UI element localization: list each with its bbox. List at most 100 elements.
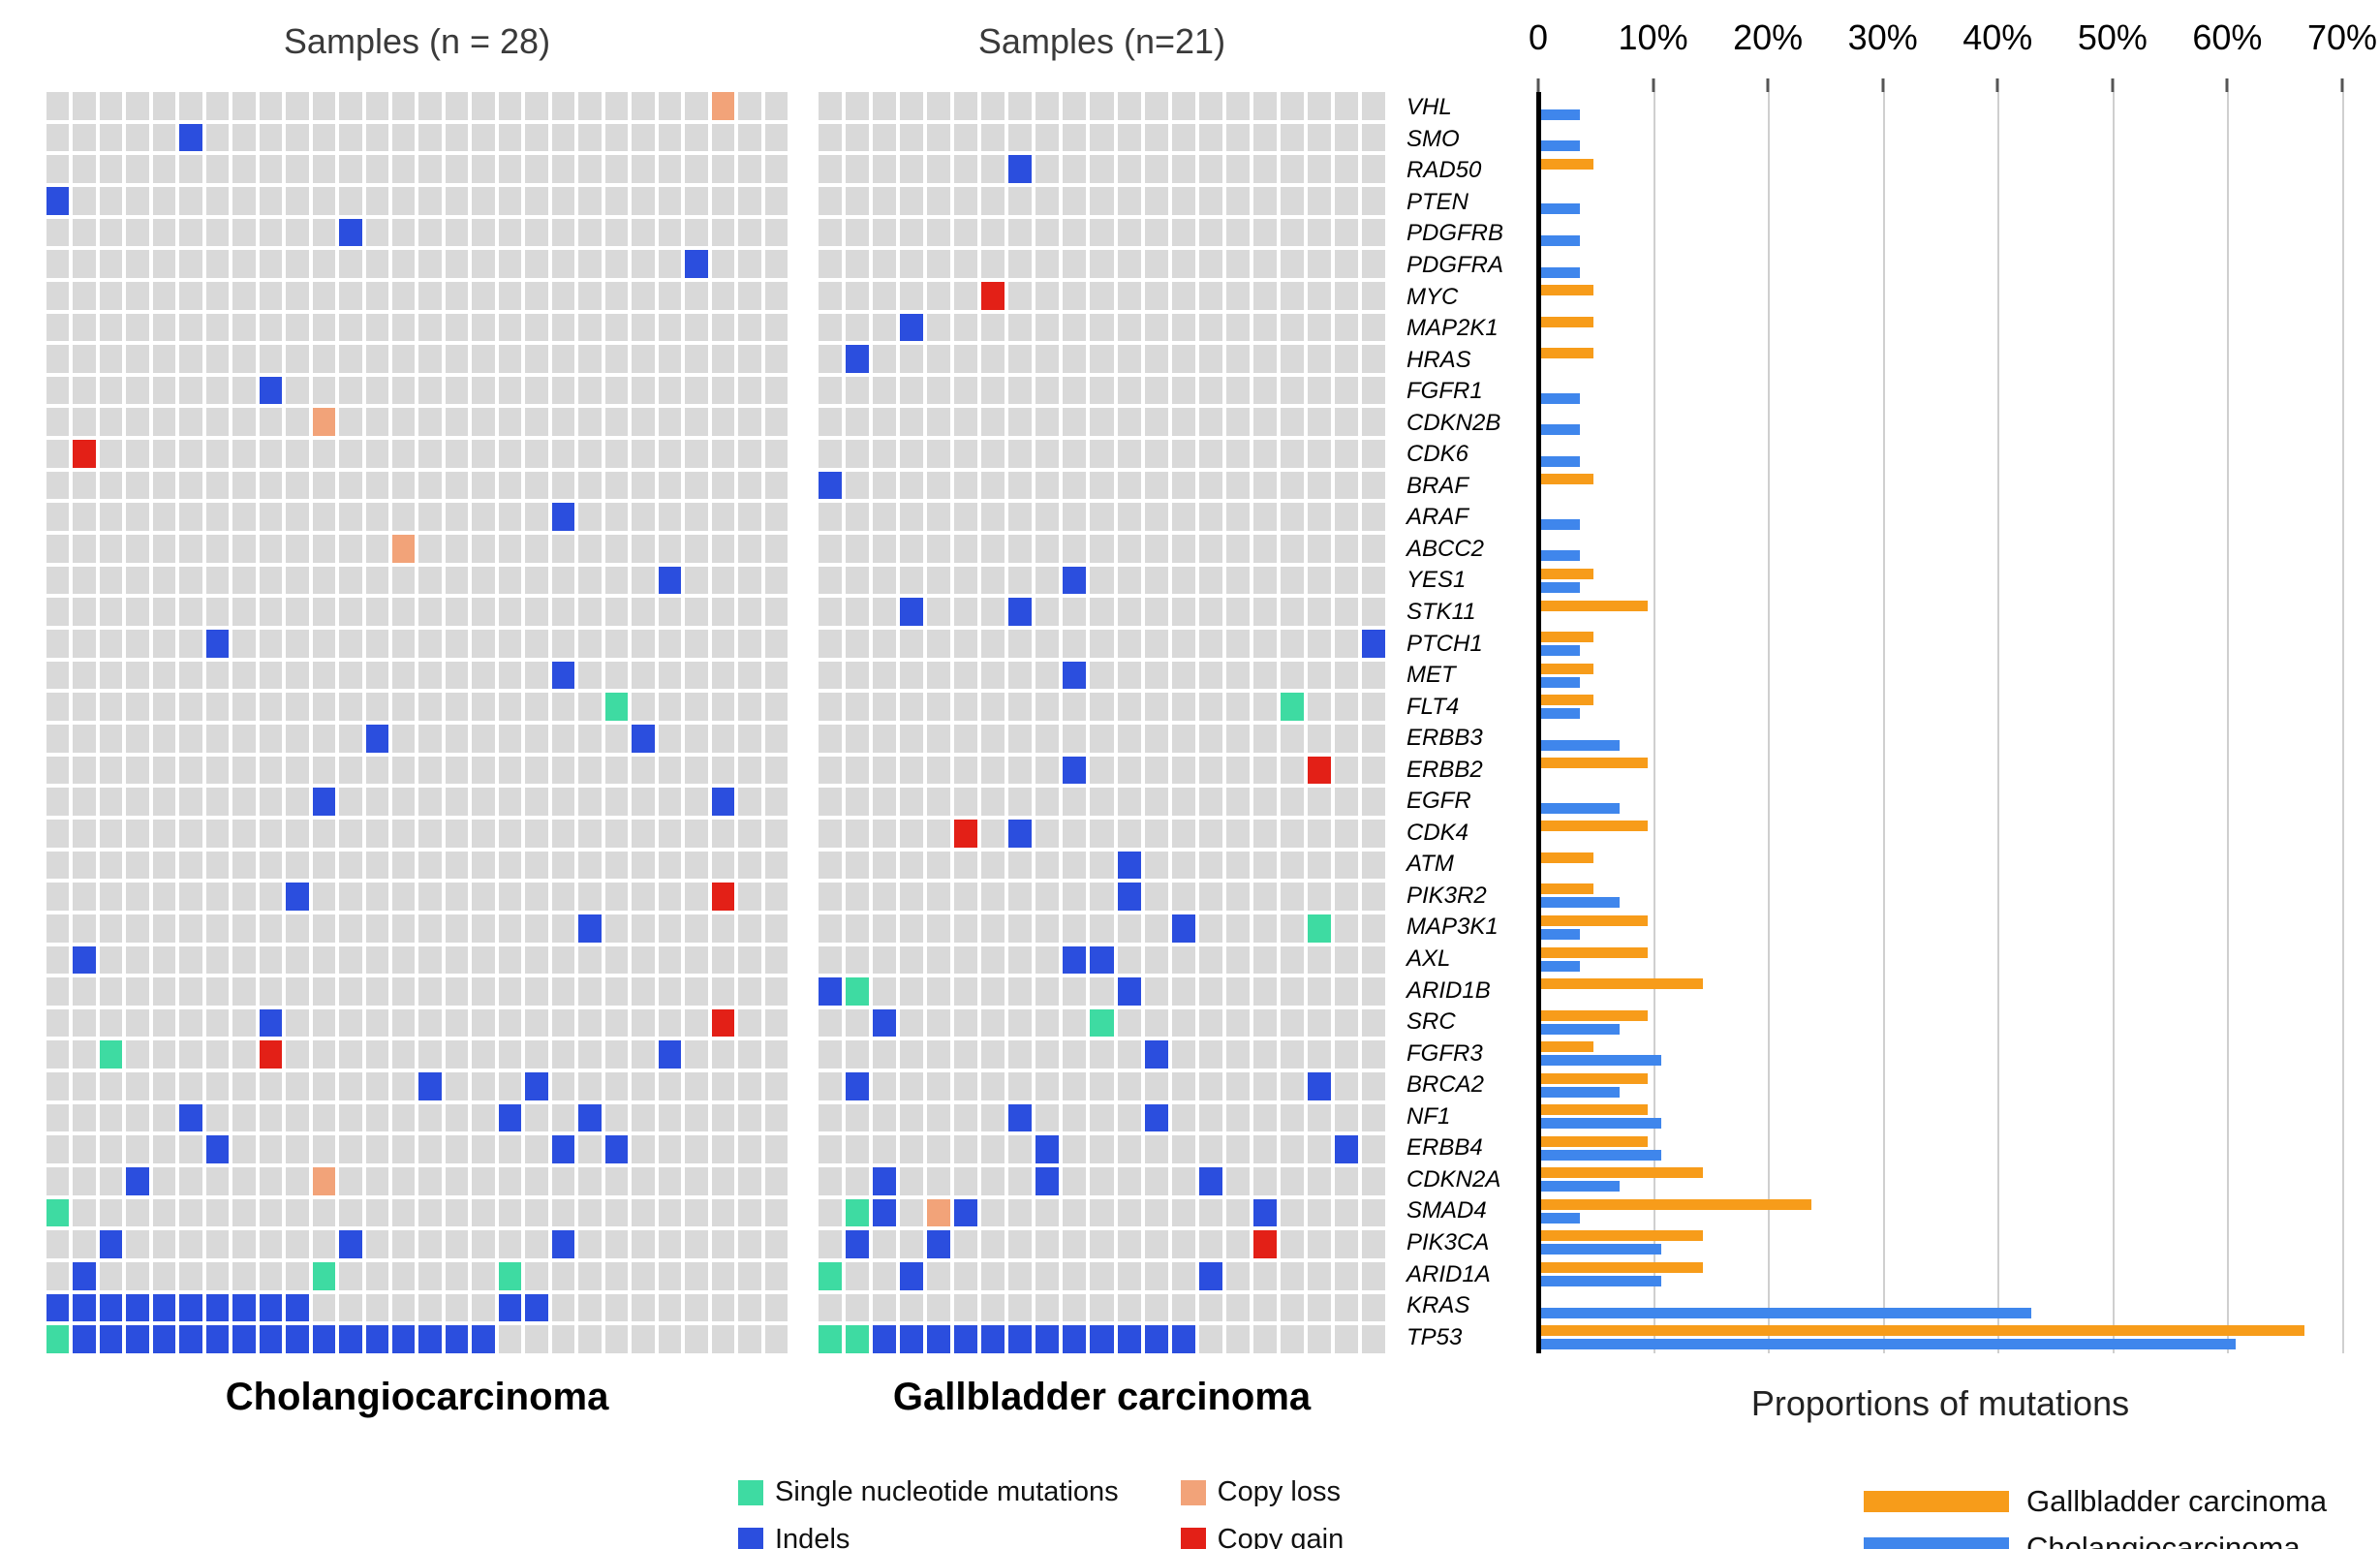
sample-cell bbox=[445, 661, 469, 690]
sample-cell bbox=[1117, 945, 1141, 975]
sample-cell bbox=[604, 123, 629, 152]
sample-cell bbox=[179, 883, 202, 911]
sample-cell bbox=[312, 1230, 336, 1259]
sample-cell bbox=[179, 186, 202, 215]
sample-cell bbox=[286, 345, 309, 373]
bar-chart-plot-area bbox=[1536, 92, 2344, 1353]
sample-cell bbox=[658, 376, 682, 405]
sample-cell bbox=[764, 724, 788, 753]
sample-cell bbox=[1117, 92, 1141, 120]
sample-cell bbox=[392, 661, 416, 690]
sample-cell bbox=[738, 535, 761, 563]
sample-cell bbox=[1035, 598, 1060, 627]
sample-cell bbox=[1171, 661, 1195, 690]
sample-cell bbox=[738, 883, 761, 911]
sample-cell bbox=[445, 598, 469, 627]
sample-cell bbox=[1225, 313, 1250, 342]
mutation-cell-snv bbox=[99, 1040, 123, 1069]
sample-cell bbox=[99, 155, 123, 183]
sample-cell bbox=[846, 851, 870, 880]
sample-cell bbox=[604, 1198, 629, 1227]
x-tick-mark bbox=[1766, 78, 1770, 92]
sample-cell bbox=[392, 630, 416, 658]
sample-cell bbox=[764, 914, 788, 943]
mutation-cell-indel bbox=[900, 1325, 924, 1353]
sample-cell bbox=[498, 977, 522, 1006]
sample-cell bbox=[873, 1135, 897, 1164]
mutation-cell-snv bbox=[819, 1262, 843, 1290]
sample-cell bbox=[954, 661, 978, 690]
sample-cell bbox=[46, 503, 70, 532]
sample-cell bbox=[126, 883, 149, 911]
sample-cell bbox=[525, 977, 548, 1006]
sample-cell bbox=[1225, 1198, 1250, 1227]
sample-cell bbox=[1334, 535, 1358, 563]
sample-cell bbox=[1334, 1040, 1358, 1069]
sample-cell bbox=[152, 92, 176, 120]
sample-cell bbox=[1280, 566, 1304, 595]
sample-cell bbox=[632, 250, 655, 278]
sample-cell bbox=[578, 92, 602, 120]
sample-cell bbox=[472, 1198, 495, 1227]
sample-cell bbox=[339, 693, 362, 721]
sample-cell bbox=[604, 914, 629, 943]
sample-cell bbox=[1361, 1072, 1385, 1100]
sample-cell bbox=[927, 756, 951, 785]
bar-cholangiocarcinoma bbox=[1538, 1023, 1621, 1035]
sample-cell bbox=[551, 598, 575, 627]
sample-cell bbox=[1361, 535, 1385, 563]
sample-cell bbox=[873, 440, 897, 468]
bar-row bbox=[1538, 1321, 2342, 1353]
sample-cell bbox=[981, 218, 1005, 247]
sample-cell bbox=[498, 1325, 522, 1353]
sample-cell bbox=[525, 693, 548, 721]
sample-cell bbox=[1361, 92, 1385, 120]
sample-cell bbox=[711, 1230, 735, 1259]
sample-cell bbox=[578, 598, 602, 627]
mutation-cell-gain bbox=[954, 819, 978, 848]
sample-cell bbox=[954, 945, 978, 975]
sample-cell bbox=[445, 724, 469, 753]
sample-cell bbox=[259, 440, 283, 468]
sample-cell bbox=[1171, 440, 1195, 468]
sample-cell bbox=[1144, 724, 1168, 753]
gene-label: SMO bbox=[1406, 125, 1460, 152]
mutation-cell-indel bbox=[126, 1325, 149, 1353]
sample-cell bbox=[1063, 1103, 1087, 1132]
sample-cell bbox=[1307, 1262, 1331, 1290]
sample-cell bbox=[312, 1008, 336, 1038]
sample-cell bbox=[1361, 945, 1385, 975]
mutation-cell-indel bbox=[339, 1325, 362, 1353]
sample-cell bbox=[685, 724, 708, 753]
sample-cell bbox=[658, 408, 682, 437]
sample-cell bbox=[1090, 440, 1114, 468]
sample-cell bbox=[126, 376, 149, 405]
sample-cell bbox=[1063, 155, 1087, 183]
sample-cell bbox=[711, 250, 735, 278]
sample-cell bbox=[1117, 566, 1141, 595]
sample-cell bbox=[1144, 503, 1168, 532]
sample-cell bbox=[1280, 535, 1304, 563]
mutation-cell-indel bbox=[1198, 1167, 1222, 1195]
sample-cell bbox=[73, 598, 96, 627]
sample-cell bbox=[472, 1040, 495, 1069]
sample-cell bbox=[1063, 693, 1087, 721]
sample-cell bbox=[604, 724, 629, 753]
sample-cell bbox=[286, 281, 309, 310]
sample-cell bbox=[711, 756, 735, 785]
bar-row bbox=[1538, 502, 2342, 534]
sample-cell bbox=[658, 471, 682, 500]
sample-cell bbox=[312, 977, 336, 1006]
sample-cell bbox=[525, 1040, 548, 1069]
sample-cell bbox=[1252, 1293, 1277, 1322]
sample-cell bbox=[339, 1103, 362, 1132]
sample-cell bbox=[1307, 788, 1331, 816]
sample-cell bbox=[1063, 1072, 1087, 1100]
sample-cell bbox=[658, 535, 682, 563]
sample-cell bbox=[286, 819, 309, 848]
sample-cell bbox=[152, 186, 176, 215]
sample-cell bbox=[900, 1072, 924, 1100]
sample-cell bbox=[1361, 724, 1385, 753]
sample-cell bbox=[1198, 819, 1222, 848]
sample-cell bbox=[392, 92, 416, 120]
